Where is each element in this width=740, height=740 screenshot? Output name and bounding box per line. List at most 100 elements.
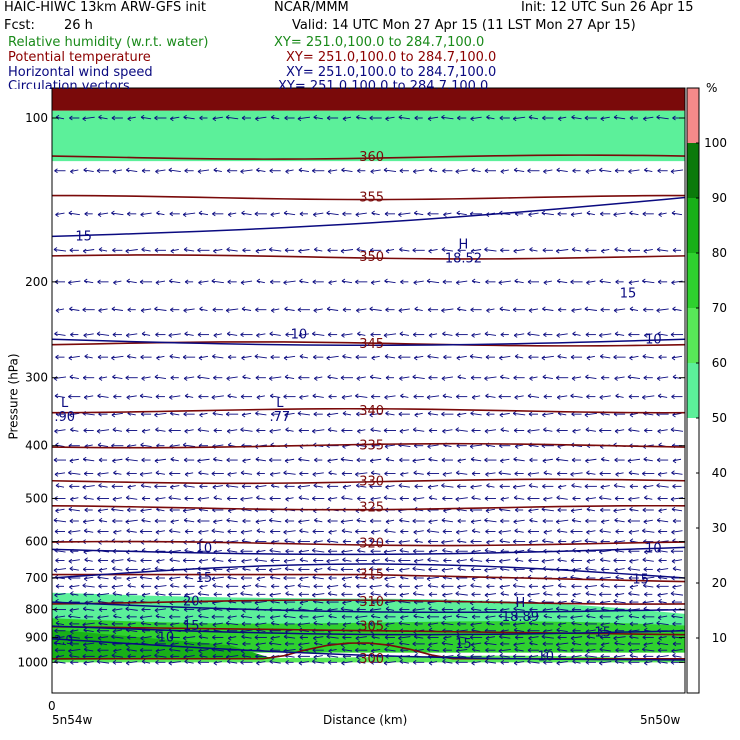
vector-arrow	[441, 485, 454, 488]
vector-arrow	[141, 376, 151, 379]
vector-arrow	[369, 308, 382, 311]
vector-arrowhead	[54, 471, 59, 477]
vector-arrowhead	[414, 621, 418, 627]
vector-arrow	[313, 622, 323, 626]
vector-arrowhead	[642, 528, 646, 534]
vector-arrow	[514, 629, 525, 633]
vector-arrowhead	[313, 114, 318, 120]
vector-arrowhead	[441, 607, 446, 612]
vector-arrow	[383, 169, 397, 172]
vector-arrow	[53, 519, 67, 523]
vector-arrowhead	[240, 496, 244, 502]
vector-arrowhead	[125, 591, 130, 597]
isentrope-label: 360	[359, 150, 384, 165]
vector-arrowhead	[427, 622, 432, 628]
vector-arrowhead	[184, 574, 189, 580]
vector-arrow	[442, 576, 452, 580]
vector-arrow	[69, 412, 80, 416]
vector-arrow	[627, 458, 641, 462]
vector-arrowhead	[629, 483, 634, 489]
vector-arrow	[340, 608, 354, 611]
vector-arrow	[54, 593, 66, 596]
vector-arrow	[543, 629, 553, 633]
vector-arrowhead	[499, 584, 504, 590]
vector-arrowhead	[383, 167, 388, 173]
vector-arrow	[53, 642, 67, 646]
vector-arrow	[284, 412, 295, 416]
vector-arrow	[68, 212, 80, 216]
vector-arrowhead	[169, 353, 174, 359]
vector-arrowhead	[341, 395, 346, 400]
vector-arrow	[126, 530, 137, 533]
vector-arrow	[313, 212, 324, 216]
vector-arrowhead	[111, 483, 116, 489]
vector-arrowhead	[671, 613, 675, 619]
vector-arrowhead	[428, 567, 432, 572]
vector-arrowhead	[341, 576, 346, 582]
vector-arrowhead	[485, 647, 489, 653]
vector-arrowhead	[140, 558, 144, 563]
vector-arrow	[98, 308, 108, 311]
vector-arrowhead	[84, 507, 88, 513]
vector-arrowhead	[600, 557, 604, 563]
vector-arrowhead	[627, 641, 632, 647]
vector-arrowhead	[241, 634, 245, 639]
vector-arrowhead	[96, 331, 101, 337]
vector-arrow	[527, 333, 540, 336]
vector-arrowhead	[370, 280, 375, 286]
vector-arrowhead	[285, 169, 289, 174]
vector-arrow	[629, 308, 639, 311]
vector-arrow	[398, 116, 410, 120]
vector-arrowhead	[586, 506, 591, 512]
vector-arrowhead	[313, 558, 317, 563]
vector-arrowhead	[414, 412, 418, 418]
vector-arrow	[213, 458, 223, 462]
vector-arrow	[269, 549, 281, 553]
vector-arrow	[644, 333, 653, 336]
vector-arrowhead	[629, 558, 633, 564]
vector-arrow	[571, 249, 582, 252]
vector-arrowhead	[226, 496, 231, 501]
vector-arrowhead	[398, 354, 402, 360]
vector-arrow	[369, 540, 382, 543]
vector-arrow	[355, 636, 367, 639]
vector-arrow	[556, 458, 569, 462]
vector-arrowhead	[471, 660, 475, 666]
vector-arrowhead	[585, 591, 590, 596]
vector-arrow	[314, 519, 323, 523]
vector-arrow	[112, 497, 122, 500]
vector-arrow	[68, 615, 81, 619]
vector-arrow	[399, 568, 410, 571]
vector-arrowhead	[284, 374, 289, 380]
vector-arrowhead	[513, 167, 518, 173]
vector-arrowhead	[399, 567, 403, 573]
vector-arrow	[371, 648, 381, 652]
vector-arrow	[271, 622, 280, 626]
vector-arrowhead	[370, 470, 375, 476]
vector-arrow	[199, 412, 208, 416]
vector-arrow	[98, 249, 108, 252]
vector-arrow	[241, 585, 252, 588]
vector-arrowhead	[441, 114, 445, 120]
vector-arrowhead	[227, 393, 231, 399]
colorbar-bin	[687, 363, 699, 418]
vector-arrow	[398, 540, 410, 543]
vector-arrow	[656, 308, 669, 311]
vector-arrow	[455, 593, 468, 596]
vector-arrowhead	[298, 642, 302, 648]
vector-arrowhead	[327, 566, 331, 571]
vector-arrow	[614, 249, 625, 252]
vector-arrowhead	[327, 427, 332, 433]
vector-arrow	[570, 212, 583, 216]
vector-arrow	[112, 593, 122, 596]
vector-arrowhead	[643, 456, 648, 462]
vector-arrowhead	[399, 428, 404, 434]
vector-arrowhead	[97, 471, 101, 477]
vector-arrow	[398, 212, 411, 216]
vector-arrow	[82, 116, 95, 120]
wind-contour-label: 15	[620, 286, 637, 301]
vector-arrow	[385, 249, 395, 252]
vector-arrow	[327, 412, 339, 416]
vector-arrow	[601, 249, 610, 252]
